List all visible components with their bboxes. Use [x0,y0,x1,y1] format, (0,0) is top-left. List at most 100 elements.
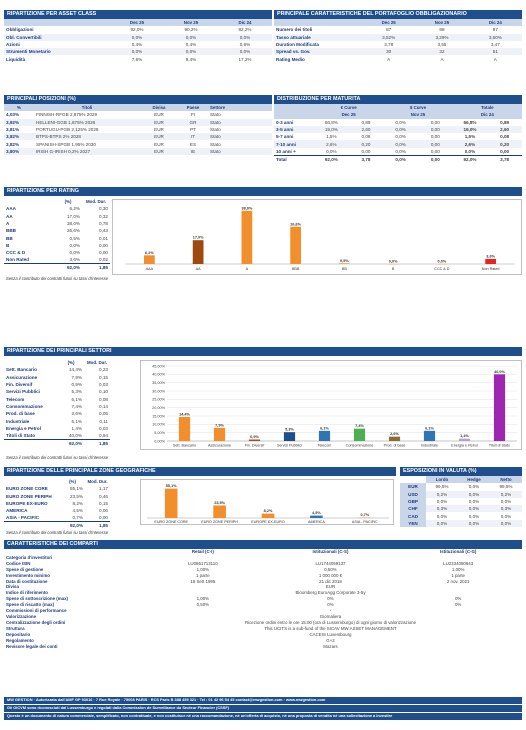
bar [353,428,366,441]
x-tick-label: AMERICA [308,520,325,524]
footer-line-3: Questo è un documento di natura commerci… [4,713,522,720]
table-row: CAD 0,0% 0,0% 0,0% [400,512,522,520]
x-tick-label: CCC & D [434,267,449,271]
y-tick-label: 35,00% [152,381,166,385]
data-label: 23,5% [214,501,225,505]
maturity-panel: DISTRIBUZIONE PER MATURITA € Curve $ Cur… [274,95,522,163]
portfolio-table: Dec 25 Nov 25 Dic 24 Numero dei titoli 87… [274,19,522,63]
table-row: AA 17,0% 0,32 [6,213,108,219]
data-label: 1,4% [460,434,469,438]
bar [213,505,226,518]
asset-class-panel: RIPARTIZIONE PER ASSET CLASS Dec 25 Nov … [4,10,272,63]
table-row: Telecom 6,1% 0,08 [6,396,108,402]
y-tick-label: 15,00% [152,414,166,418]
data-label: 38,0% [241,206,252,210]
table-row: Obl. Convertibili 0,0% 0,0% 0,0% [4,33,272,41]
sectors-table-wrap: (%) Mod. Dur. Sett. Bancario 14,4% 0,23 As… [4,359,110,447]
table-row: 3,80% IRISH G-IRISH 0,2% 2027 EUR IE Stato [4,147,272,156]
table-row: EUR 99,5% 0,0% 99,5% [400,483,522,491]
bar [339,263,350,264]
x-tick-label: BB [342,267,347,271]
table-row: Codice ISIN LU0861713110 LU1744059137 LU233… [6,560,474,566]
table-row: EURO ZONE CORE 55,1% 1,17 [6,486,108,492]
share-class-header: Istituzionali (C-G) [439,549,477,554]
table-total-row: 92,0% 1,85 [4,439,110,447]
table-row: Depositario CACEIS Luxembourg [6,631,352,637]
table-row: Industriale 6,1% 0,11 [6,418,108,424]
geo-table: (%) Mod. Dur. EURO ZONE CORE 55,1% 1,17 EU… [4,478,110,530]
geo-panel: RIPARTIZIONE DELLE PRINCIPALE ZONE GEOGR… [4,467,396,476]
table-row: 0-3 anni 66,8% 0,89 0,0% 0,00 66,8% 0,89 [276,119,510,125]
bar [283,432,296,441]
currency-table: Lordo Hedge Netto EUR 99,5% 0,0% 99,5% USD 0… [400,476,522,528]
col-header: Paese [178,104,208,112]
y-tick-label: 45,00% [152,364,166,368]
col-group-header: Totale [452,104,522,112]
portfolio-panel: PRINCIPALE CARATTERISTICHE DEL PORTAFOGL… [274,10,522,63]
col-group-header: € Curve [314,104,384,112]
col-header: Titoli [34,104,140,112]
y-tick-label: 0,00% [154,439,165,443]
bar [144,255,155,264]
bar [290,226,301,264]
x-tick-label: EUROPE EX-EURO [251,520,285,524]
x-tick-label: Consommazione [346,444,374,448]
col-header: Lordo [426,476,458,484]
portfolio-title: PRINCIPALE CARATTERISTICHE DEL PORTAFOGL… [274,10,522,19]
col-header: Dic 24 [218,19,272,27]
col-header: Hedge [458,476,490,484]
col-header: (%) [64,199,72,205]
col-header: Dec 25 [110,19,164,27]
positions-title: PRINCIPALI POSIZIONI (%) [4,95,272,104]
data-label: 0,5% [340,259,349,263]
table-row: Divisa EUR [6,584,336,590]
table-row: 4,03% FINNISH-RFGB 2,875% 2029 EUR FI Stato [6,112,221,118]
table-row: 7-10 anni 2,6% 0,20 0,0% 0,00 2,6% 0,20 [274,140,522,148]
table-row: CCC & D 0,0% 0,00 [6,250,108,256]
table-total-row: 92,0% 1,85 [4,521,110,530]
table-row: YEN 0,0% 0,0% 0,0% [400,519,522,528]
x-tick-label: B [392,267,395,271]
data-label: 0,0% [389,260,398,264]
col-header: Mod. Dur. [86,199,106,205]
data-label: 0,0% [438,260,447,264]
table-row: 3,82% BTPS-BTPS 2% 2028 EUR IT Stato [4,133,272,141]
col-header: Mod. Dur. [87,479,108,485]
table-row: Obbligazioni 92,0% 90,2% 82,2% [6,27,252,33]
geo-title: RIPARTIZIONE DELLE PRINCIPALE ZONE GEOGR… [4,467,396,476]
table-row: A 38,0% 0,78 [6,221,108,227]
table-total-row: 92,0% 1,85 [4,263,110,272]
maturity-table: € Curve $ Curve Totale Dec 25 Nov 25 Dic… [274,104,522,163]
col-header: Nov 25 [415,19,469,27]
currency-panel: ESPOSIZIONI IN VALUTA (%) Lordo Hedge Ne… [400,467,522,528]
table-row: BB 0,5% 0,01 [6,235,108,241]
table-row: Regolamento G+2 [6,637,335,643]
footer-line-2: Gli OICVM sono riconosciuti dal Lussembu… [4,705,522,712]
data-label: 40,0% [494,370,505,374]
table-row: Spese di gestione 1,00% 0,50% 1,00% [6,566,465,572]
table-row: USD 0,2% 0,0% 0,2% [400,490,522,498]
data-label: 7,9% [215,423,224,427]
x-tick-label: Sett. Bancario [173,444,196,448]
y-tick-label: 20,00% [152,406,166,410]
x-tick-label: Non Rated [482,267,500,271]
table-total-row: Total 92,0% 3,78 0,0% 0,00 92,0% 3,78 [274,154,522,163]
bar [248,439,261,441]
x-tick-label: AA [196,267,201,271]
data-label: 6,2% [145,251,154,255]
table-row: Duration Modificata 3,78 3,55 3,47 [276,42,500,48]
col-header: Dic 24 [452,111,522,119]
bar [388,436,401,441]
y-tick-label: 5,00% [154,431,165,435]
table-row: 3-5 anni 19,0% 2,60 0,0% 0,00 19,0% 2,60 [274,125,522,134]
share-class-header: Istituzionali (C-S) [312,549,349,554]
table-row: Valorizzazione Giornaliera [6,613,342,619]
x-tick-label: Energia e Petrol [451,444,478,448]
data-label: 0,9% [250,435,259,439]
col-header: Mod. Dur. [87,360,107,366]
table-row: Indice di riferimento Bloomberg EuroAgg C… [6,590,366,596]
table-row: 3,81% PORTUGU-PGB 2,125% 2028 EUR PT Stato [6,127,221,133]
table-row: Commissioni di performance - [6,608,332,614]
col-header: Dic 24 [468,19,522,27]
